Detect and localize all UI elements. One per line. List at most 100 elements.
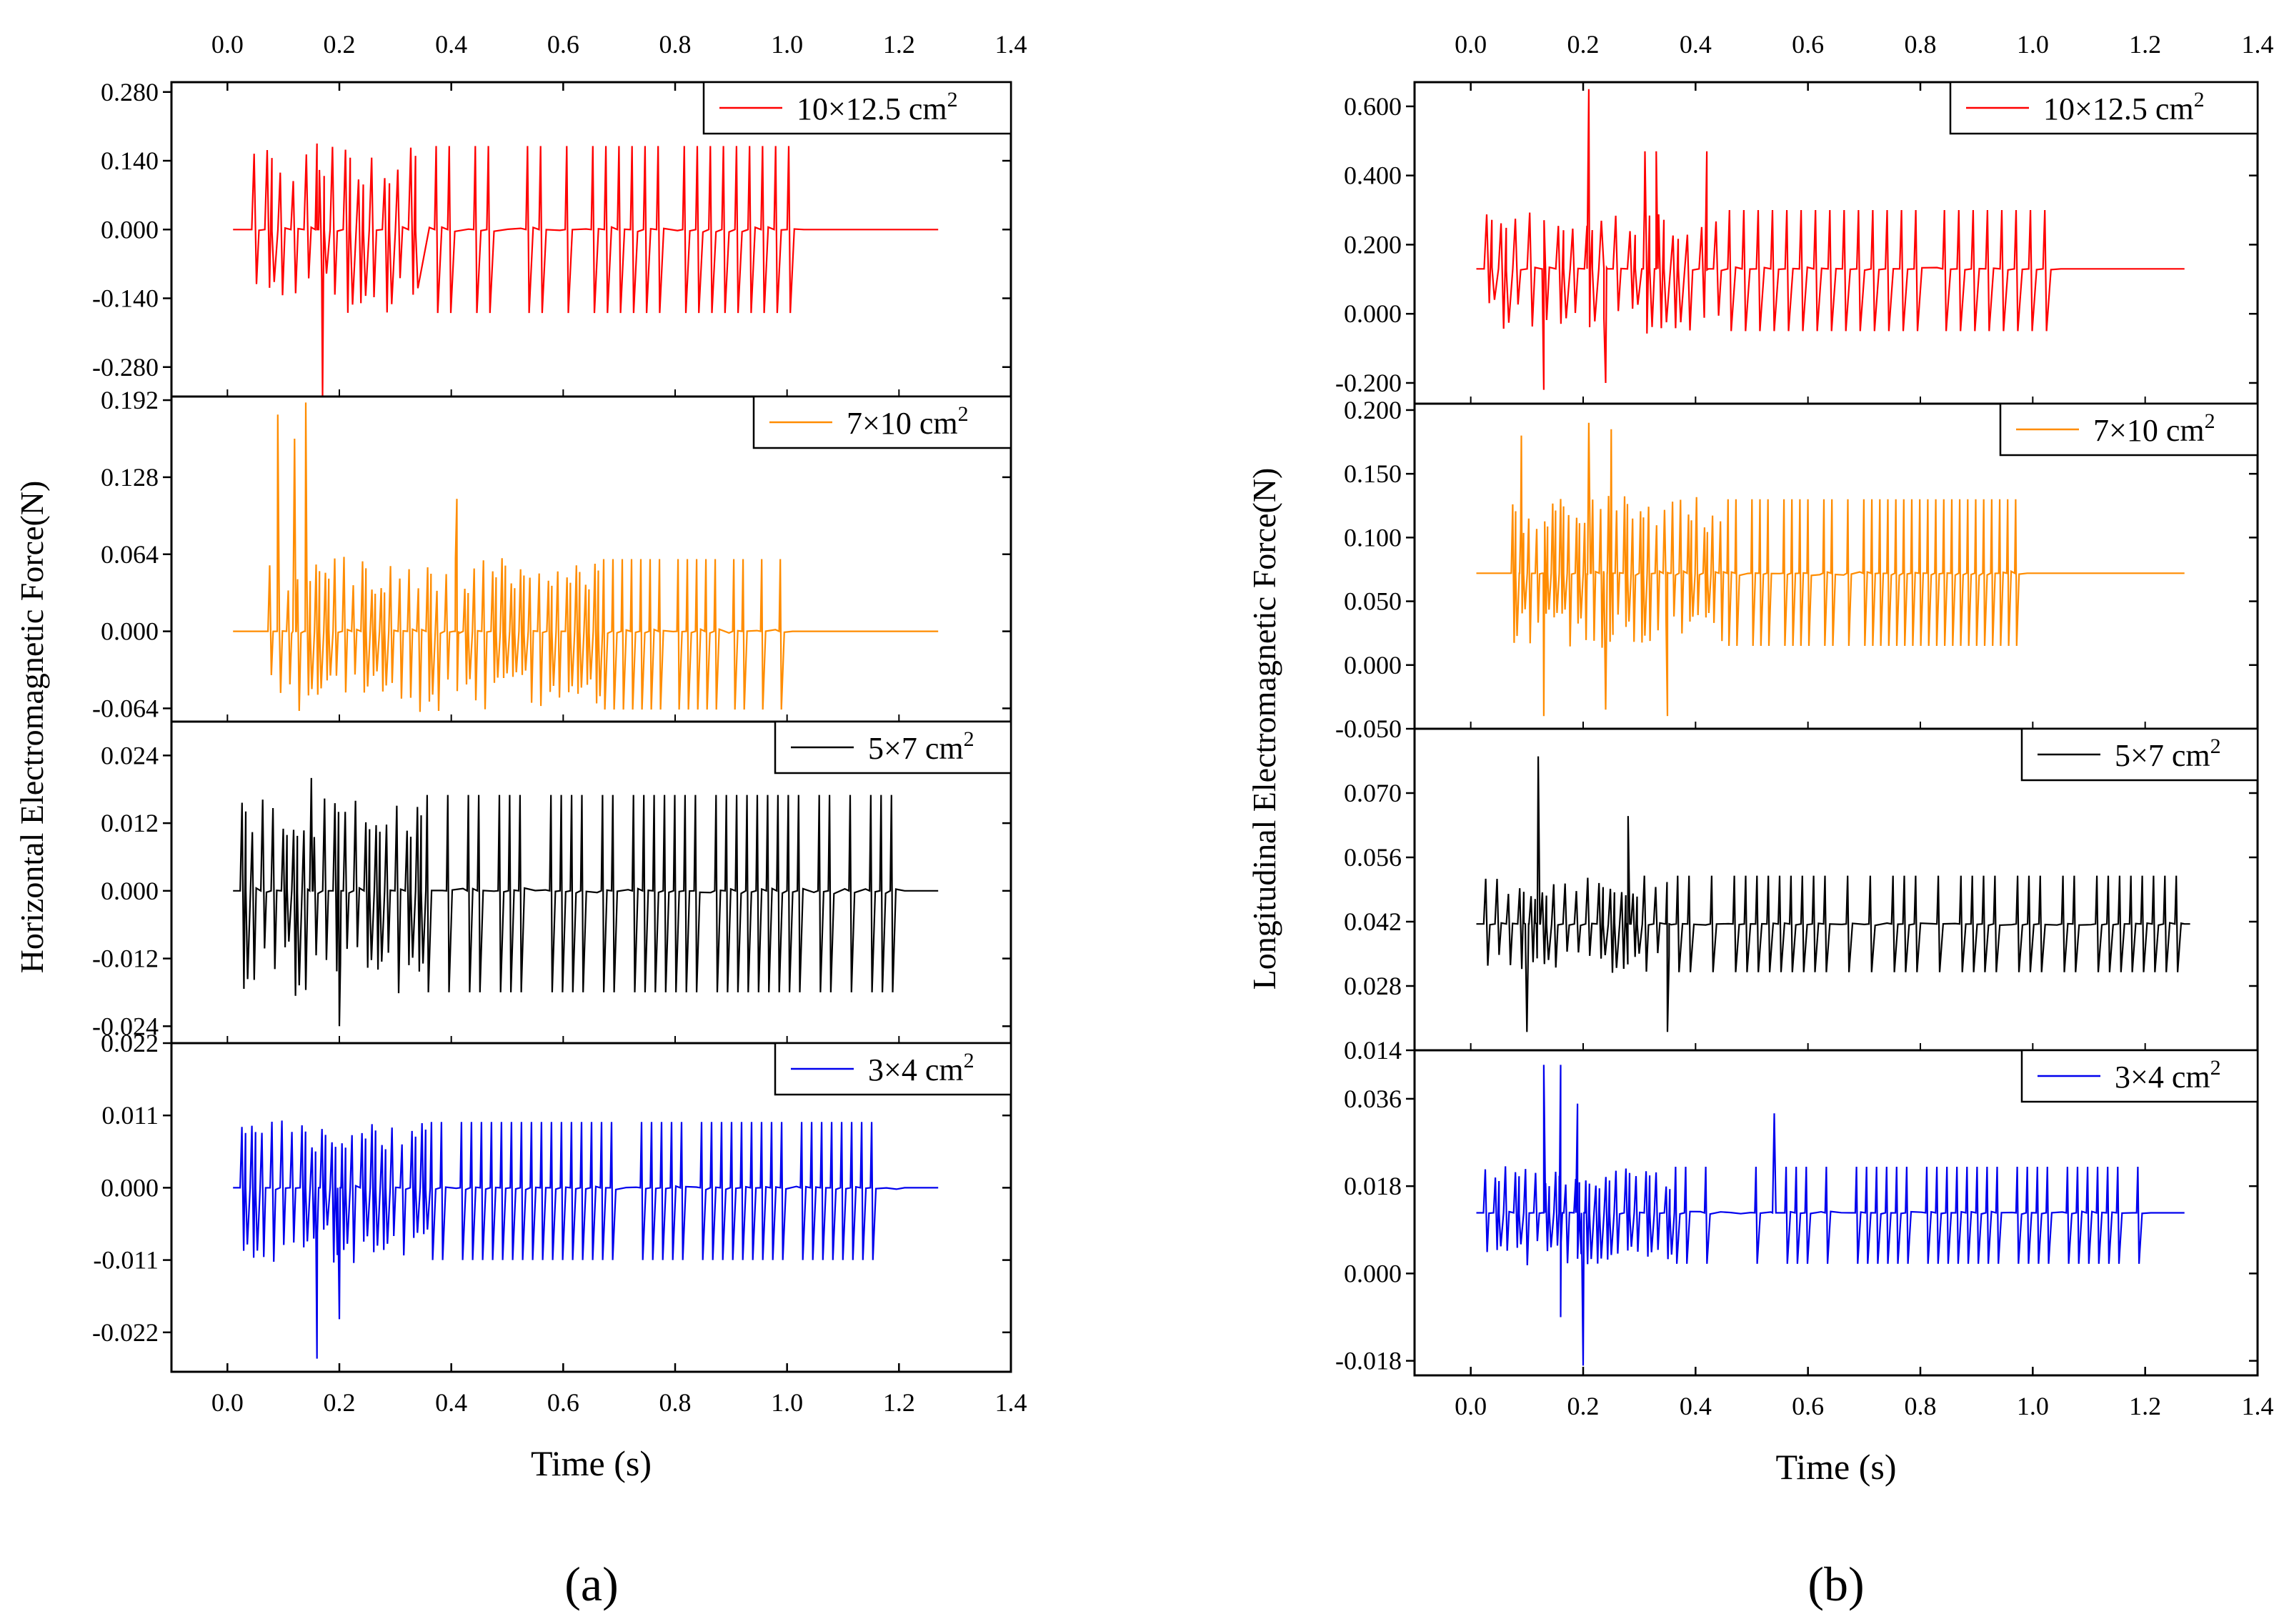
- legend: 7×10 cm2: [1999, 402, 2259, 457]
- legend: 5×7 cm2: [774, 720, 1012, 774]
- y-tick-label: 0.000: [101, 877, 159, 905]
- series-line: [233, 143, 939, 397]
- y-tick-label: -0.280: [92, 353, 159, 382]
- y-tick-label: 0.024: [101, 741, 159, 769]
- y-tick-label: 0.000: [101, 617, 159, 646]
- series-line: [1476, 756, 2190, 1032]
- panel-1: -0.280 -0.140 0.000 0.140 0.280 10×12.5 cm2: [92, 78, 1012, 398]
- panel-4: -0.022 -0.011 0.000 0.011 0.022 3×4 cm2: [92, 1029, 1012, 1373]
- y-tick-label: 0.018: [1344, 1172, 1402, 1200]
- y-tick-label: 0.400: [1344, 161, 1402, 190]
- series-line: [1476, 1065, 2185, 1366]
- y-tick-label: 0.050: [1344, 587, 1402, 616]
- x-tick-label-top: 0.4: [1680, 30, 1712, 59]
- series-line: [1476, 422, 2185, 717]
- x-tick-label-bottom: 0.2: [324, 1388, 356, 1417]
- legend: 10×12.5 cm2: [1949, 81, 2259, 135]
- legend-label: 7×10 cm2: [847, 402, 969, 441]
- x-tick-label-bottom: 0.4: [1680, 1392, 1712, 1420]
- x-tick-label-bottom: 1.0: [2017, 1392, 2049, 1420]
- legend-box: [702, 81, 1012, 135]
- x-tick-label-top: 1.4: [995, 30, 1027, 59]
- y-tick-label: 0.036: [1344, 1085, 1402, 1113]
- series-line: [233, 402, 939, 712]
- y-tick-label: -0.012: [92, 945, 159, 973]
- x-tick-label-bottom: 1.2: [883, 1388, 915, 1417]
- legend-label: 10×12.5 cm2: [797, 88, 958, 126]
- x-tick-label-top: 1.0: [771, 30, 803, 59]
- y-tick-label: 0.064: [101, 540, 159, 569]
- y-tick-label: 0.192: [101, 386, 159, 414]
- x-tick-label-top: 0.0: [1455, 30, 1487, 59]
- y-tick-label: 0.042: [1344, 907, 1402, 936]
- legend-superscript: 2: [2205, 409, 2215, 433]
- legend-label: 3×4 cm2: [868, 1049, 974, 1087]
- panel-3: 0.014 0.028 0.042 0.056 0.070 5×7 cm2: [1344, 727, 2259, 1065]
- legend-text: 7×10 cm: [2093, 413, 2205, 448]
- y-tick-label: 0.022: [101, 1029, 159, 1057]
- y-axis-label: Horizontal Electromagnetic Force(N): [14, 481, 50, 974]
- legend-text: 10×12.5 cm: [797, 91, 947, 126]
- legend: 3×4 cm2: [2020, 1049, 2259, 1103]
- x-tick-label-top: 0.4: [435, 30, 467, 59]
- series-line: [233, 777, 939, 1027]
- chart-b: 0.0 0.0 0.2 0.2 0.4 0.4 0.6 0.6 0.8 0.8 1.0 1.0 1.2 1…: [1246, 30, 2274, 1611]
- panel-4: -0.018 0.000 0.018 0.036 3×4 cm2: [1335, 1049, 2259, 1377]
- y-tick-label: 0.000: [1344, 299, 1402, 328]
- legend: 3×4 cm2: [774, 1042, 1012, 1096]
- y-tick-label: -0.050: [1335, 714, 1402, 743]
- y-tick-label: 0.014: [1344, 1036, 1402, 1065]
- legend-text: 3×4 cm: [2115, 1060, 2210, 1095]
- legend: 5×7 cm2: [2020, 727, 2259, 782]
- x-tick-label-bottom: 0.8: [1905, 1392, 1937, 1420]
- legend-text: 7×10 cm: [847, 406, 958, 441]
- x-tick-label-top: 1.2: [883, 30, 915, 59]
- legend-superscript: 2: [2194, 88, 2205, 111]
- x-tick-label-top: 0.6: [547, 30, 579, 59]
- x-tick-label-top: 1.4: [2242, 30, 2274, 59]
- y-tick-label: -0.018: [1335, 1347, 1402, 1375]
- panel-frame: [1413, 1049, 2259, 1377]
- x-tick-label-bottom: 0.6: [547, 1388, 579, 1417]
- y-tick-label: -0.024: [92, 1012, 159, 1040]
- y-axis-label: Longitudinal Electromagnetic Force(N): [1246, 468, 1282, 990]
- y-tick-label: 0.200: [1344, 230, 1402, 259]
- panel-3: -0.024 -0.012 0.000 0.012 0.024 5×7 cm2: [92, 720, 1012, 1045]
- y-tick-label: 0.140: [101, 146, 159, 175]
- panel-2: -0.064 0.000 0.064 0.128 0.192 7×10 cm2: [92, 386, 1012, 723]
- y-tick-label: -0.200: [1335, 369, 1402, 397]
- x-tick-label-bottom: 0.0: [211, 1388, 244, 1417]
- series-line: [1476, 89, 2185, 390]
- x-tick-label-bottom: 0.0: [1455, 1392, 1487, 1420]
- legend-label: 3×4 cm2: [2115, 1056, 2221, 1095]
- x-tick-label-bottom: 0.6: [1792, 1392, 1824, 1420]
- x-tick-label-top: 0.2: [1567, 30, 1600, 59]
- x-tick-label-bottom: 0.2: [1567, 1392, 1600, 1420]
- legend-superscript: 2: [964, 1049, 974, 1072]
- legend-superscript: 2: [964, 727, 974, 751]
- legend-text: 10×12.5 cm: [2043, 91, 2194, 126]
- legend-superscript: 2: [958, 402, 969, 426]
- x-tick-label-top: 0.6: [1792, 30, 1824, 59]
- x-tick-label-bottom: 0.8: [659, 1388, 692, 1417]
- x-tick-label-bottom: 1.0: [771, 1388, 803, 1417]
- y-tick-label: 0.600: [1344, 92, 1402, 121]
- y-tick-label: 0.100: [1344, 523, 1402, 552]
- x-tick-label-top: 0.8: [659, 30, 692, 59]
- series-line: [233, 1120, 939, 1359]
- legend-superscript: 2: [947, 88, 958, 111]
- y-tick-label: 0.150: [1344, 459, 1402, 488]
- chart-a: 0.0 0.0 0.2 0.2 0.4 0.4 0.6 0.6 0.8 0.8 1.0 1.0 1.2 1…: [14, 30, 1027, 1611]
- panel-2: -0.050 0.000 0.050 0.100 0.150 0.200 7×10 cm2: [1335, 396, 2259, 743]
- legend-text: 5×7 cm: [868, 731, 964, 766]
- x-tick-label-top: 1.0: [2017, 30, 2049, 59]
- x-tick-label-top: 1.2: [2129, 30, 2161, 59]
- y-tick-label: -0.140: [92, 284, 159, 313]
- legend-superscript: 2: [2210, 1056, 2221, 1080]
- legend: 7×10 cm2: [752, 395, 1012, 449]
- legend-label: 7×10 cm2: [2093, 409, 2215, 448]
- x-tick-label-top: 0.0: [211, 30, 244, 59]
- legend-text: 5×7 cm: [2115, 738, 2210, 773]
- y-tick-label: 0.011: [101, 1101, 159, 1130]
